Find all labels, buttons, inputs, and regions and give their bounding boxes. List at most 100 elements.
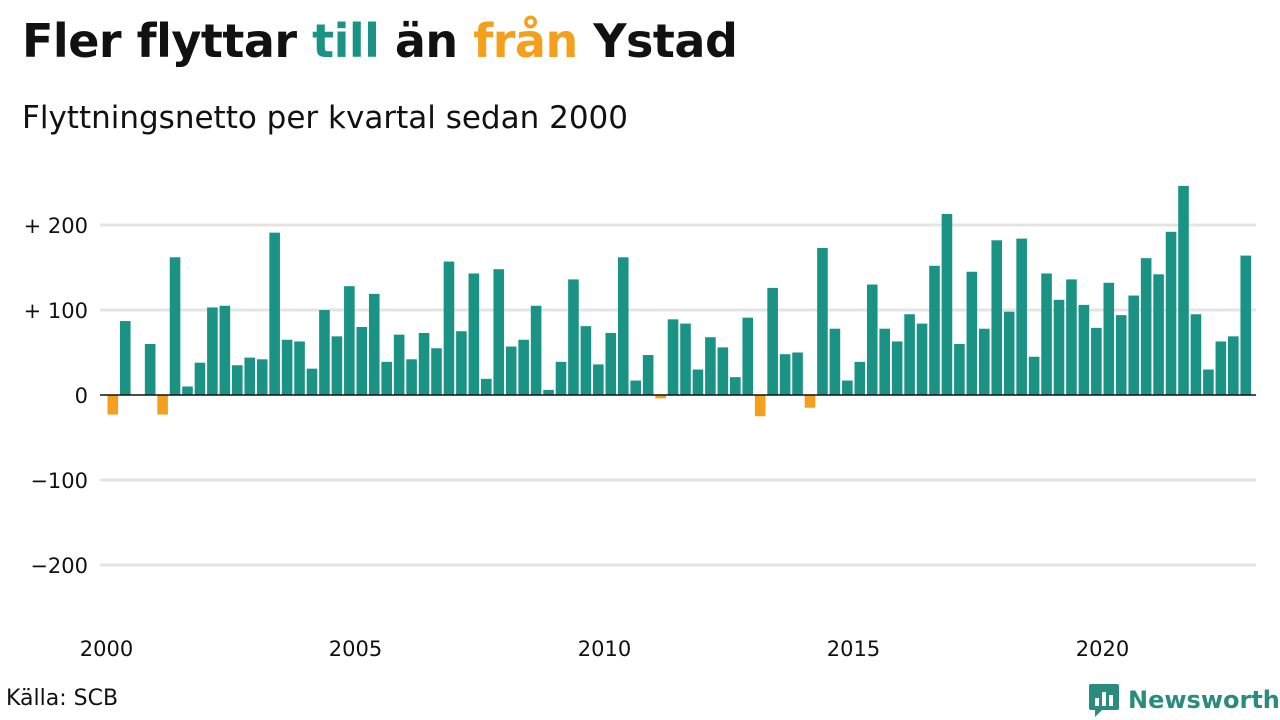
bar [319, 310, 330, 395]
bar [792, 352, 803, 395]
title-highlight-till: till [312, 14, 380, 68]
bar [505, 346, 517, 395]
bar [1066, 279, 1077, 395]
bar [543, 389, 554, 395]
bar [194, 362, 206, 395]
bar [680, 323, 691, 395]
bar [954, 344, 965, 395]
bar [979, 328, 990, 395]
bar [331, 336, 343, 395]
bar [1165, 231, 1177, 395]
bar [1153, 274, 1164, 395]
bar [593, 364, 604, 395]
bar [555, 361, 567, 395]
bar [891, 341, 903, 395]
bar [1140, 258, 1152, 395]
y-tick-label: + 200 [24, 214, 88, 238]
bar [642, 355, 654, 395]
bar [530, 305, 542, 395]
bar [754, 395, 766, 417]
bar [655, 395, 666, 399]
y-tick-label: + 100 [24, 299, 88, 323]
bar [107, 395, 119, 415]
bar [829, 328, 841, 395]
bar [306, 368, 318, 395]
bar [1103, 282, 1115, 395]
bar [966, 271, 978, 395]
bar [481, 378, 492, 395]
title-part-5: Ystad [577, 14, 738, 68]
bar [941, 213, 953, 395]
bar [207, 307, 218, 395]
bar [443, 261, 455, 395]
bar [456, 331, 467, 395]
bar [605, 332, 617, 395]
bar [356, 327, 368, 395]
bar [779, 354, 791, 395]
x-tick-label: 2015 [827, 637, 880, 661]
bar [842, 380, 853, 395]
bar [418, 332, 430, 395]
bar [468, 273, 480, 395]
bar [157, 395, 168, 415]
title-part-3: än [379, 14, 474, 68]
bar [1128, 295, 1139, 395]
bar [431, 348, 442, 395]
y-tick-label: 0 [75, 384, 88, 408]
bar [281, 339, 293, 395]
x-tick-label: 2000 [80, 637, 133, 661]
bar [1028, 356, 1040, 395]
bar [1041, 273, 1052, 395]
x-tick-label: 2020 [1076, 637, 1129, 661]
bar [568, 279, 579, 395]
bar [929, 265, 940, 395]
bar [580, 326, 592, 395]
bar [1115, 315, 1127, 395]
bar [904, 314, 915, 395]
brand-name: Newsworthy [1128, 686, 1280, 714]
bar [244, 357, 256, 395]
bar [617, 257, 629, 395]
bar [344, 286, 355, 395]
source-label: Källa: SCB [6, 686, 119, 711]
bar [406, 359, 417, 395]
x-tick-label: 2010 [578, 637, 631, 661]
bar [169, 257, 181, 395]
bar [1190, 314, 1202, 395]
bar [692, 369, 704, 395]
bar [730, 377, 741, 395]
y-tick-label: −200 [30, 554, 88, 578]
bar [854, 361, 866, 395]
chart-title: Fler flyttar till än från Ystad [22, 14, 738, 68]
chart-subtitle: Flyttningsnetto per kvartal sedan 2000 [22, 100, 628, 136]
bar [1078, 304, 1090, 395]
bar [1091, 327, 1102, 395]
bar [294, 341, 305, 395]
bar [1016, 238, 1027, 395]
bar [667, 319, 679, 395]
x-tick-label: 2005 [329, 637, 382, 661]
bar [742, 317, 754, 395]
title-part-1: Fler flyttar [22, 14, 313, 68]
bar [1240, 255, 1252, 395]
bar [1228, 336, 1239, 395]
bar [866, 284, 878, 395]
bar [381, 361, 392, 395]
y-tick-label: −100 [30, 469, 88, 493]
bar [1215, 341, 1227, 395]
bar [705, 337, 716, 395]
bar [119, 321, 131, 395]
bar [219, 305, 231, 395]
bar [368, 293, 380, 395]
bar [1178, 185, 1189, 395]
bar [916, 323, 928, 395]
bar [269, 232, 280, 395]
bar [879, 328, 890, 395]
bar [630, 380, 641, 395]
bar [1203, 369, 1214, 395]
bar [144, 344, 156, 395]
bar [804, 395, 816, 408]
bar [393, 334, 405, 395]
